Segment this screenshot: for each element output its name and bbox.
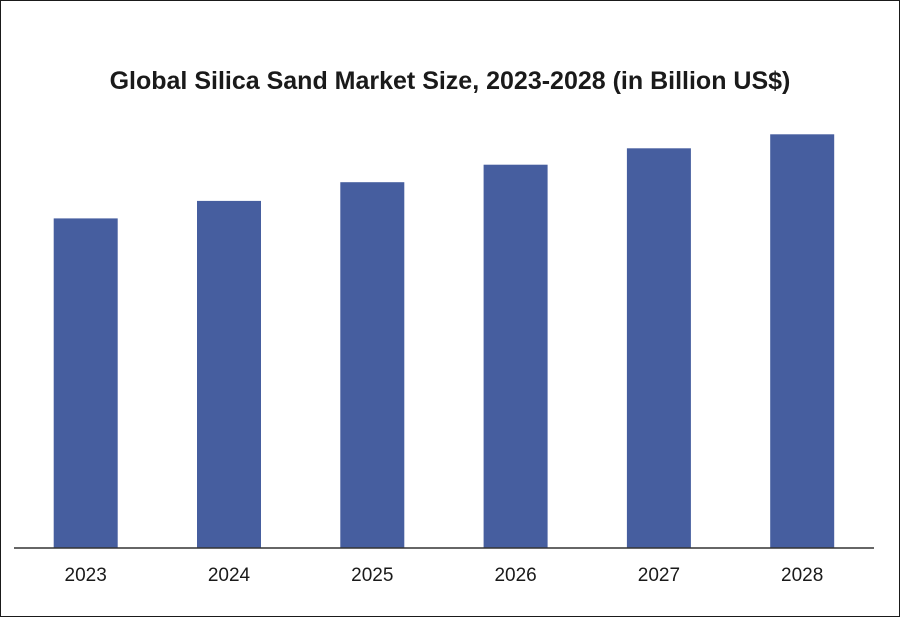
x-tick-label-2026: 2026 — [494, 565, 536, 586]
bar-2023 — [53, 218, 118, 548]
bar-2027 — [626, 148, 691, 549]
x-tick-label-2025: 2025 — [351, 565, 393, 586]
chart-title: Global Silica Sand Market Size, 2023-202… — [109, 67, 791, 95]
x-tick-label-2024: 2024 — [208, 565, 251, 586]
x-tick-label-2023: 2023 — [65, 565, 107, 586]
bar-2026 — [483, 164, 548, 548]
bar-2025 — [340, 182, 405, 548]
bar-2024 — [197, 200, 261, 548]
x-tick-label-2027: 2027 — [638, 565, 680, 586]
bar-2028 — [770, 134, 835, 549]
x-tick-label-2028: 2028 — [781, 565, 823, 586]
